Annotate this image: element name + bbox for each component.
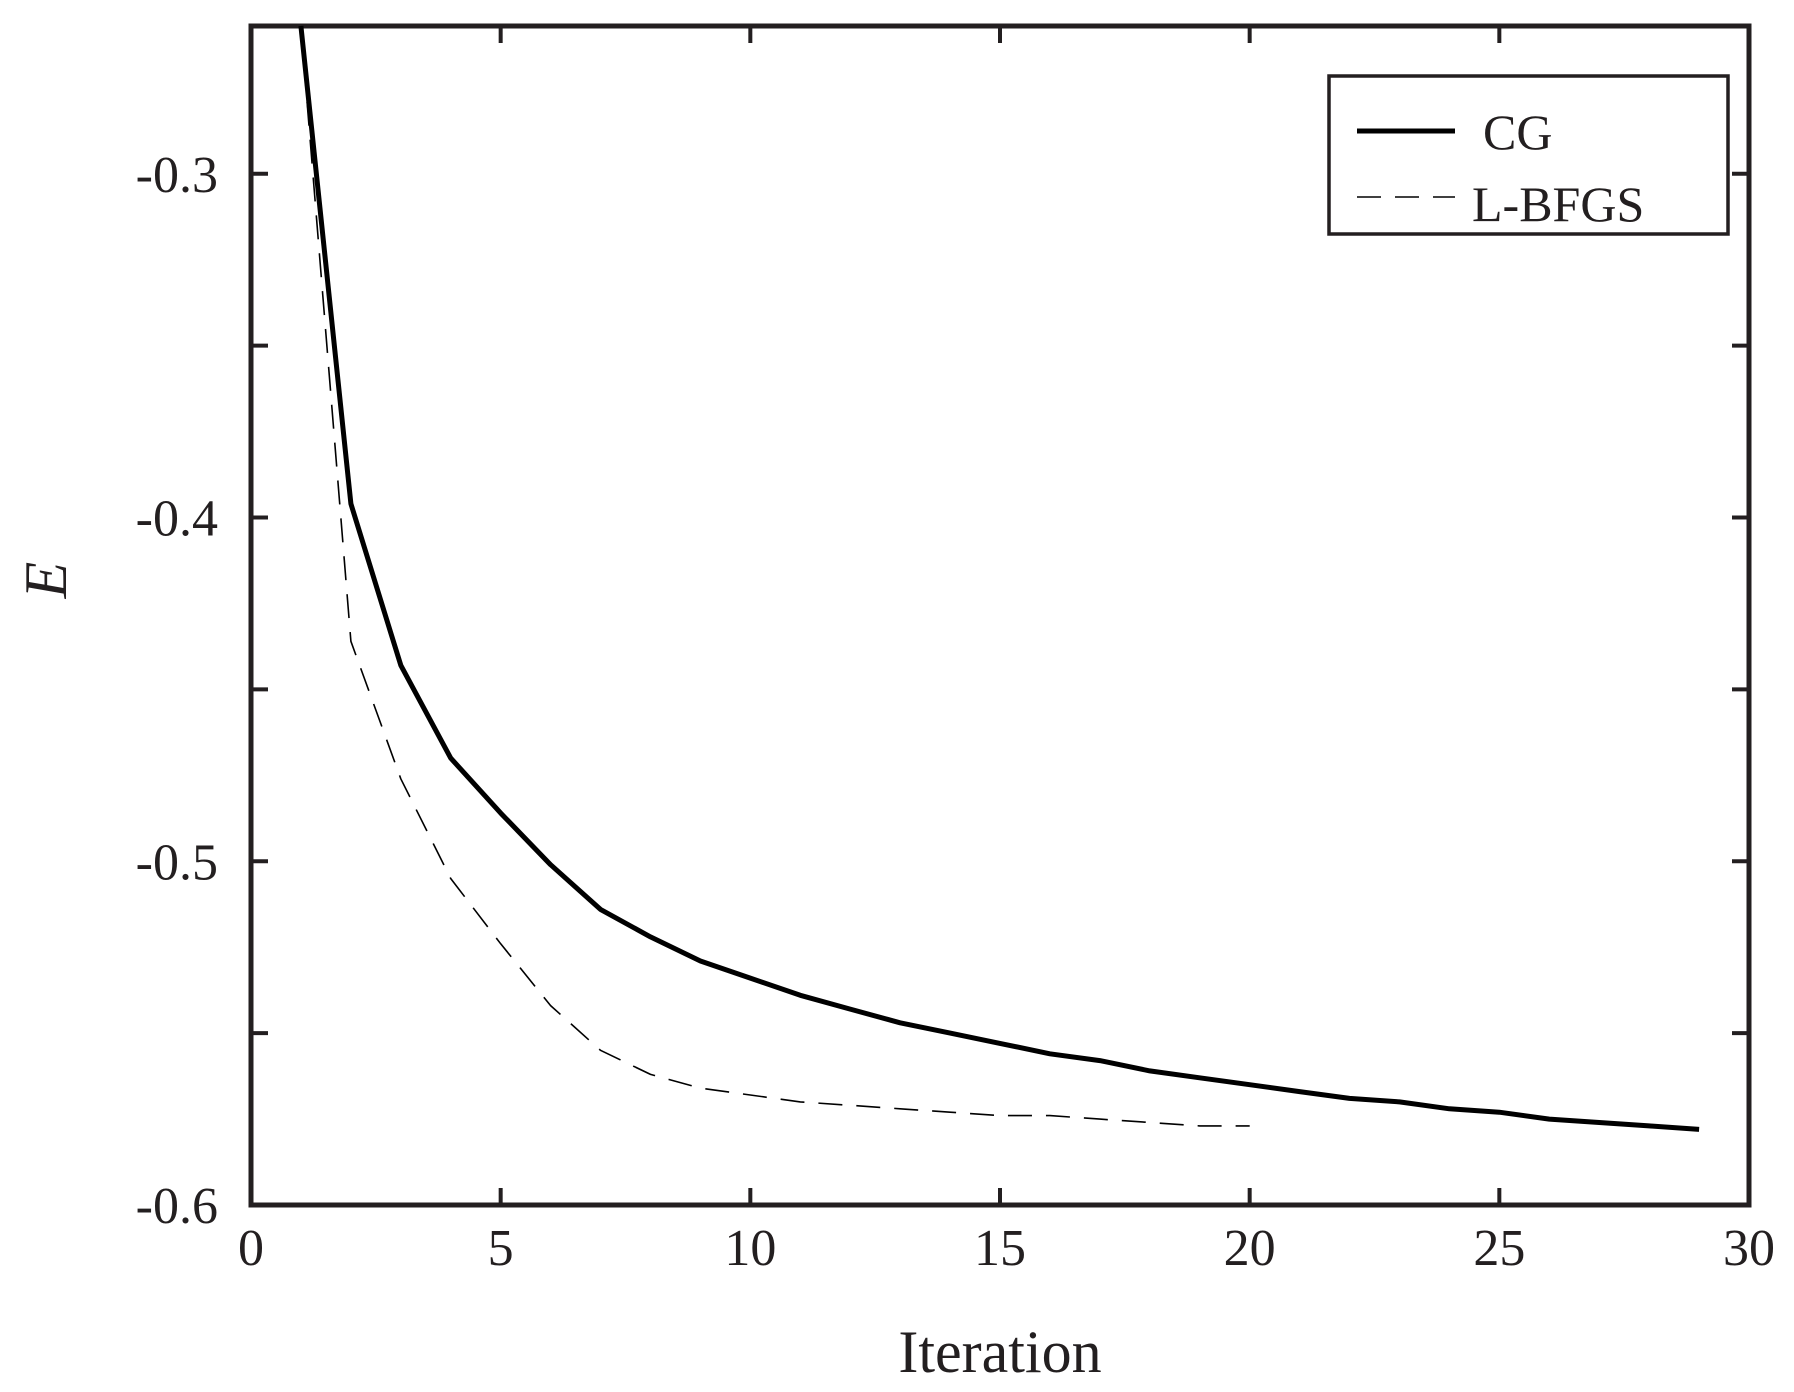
- axis-ticks: [249, 26, 1751, 1207]
- x-axis-label: Iteration: [898, 1319, 1101, 1385]
- y-tick-label: -0.6: [136, 1178, 218, 1235]
- series-line-l-bfgs: [300, 25, 1250, 1127]
- legend-label-cg: CG: [1483, 104, 1552, 160]
- x-tick-label: 15: [974, 1220, 1026, 1277]
- series-line-cg: [298, 25, 1700, 1132]
- x-tick-label: 10: [724, 1220, 776, 1277]
- x-tick-label: 5: [488, 1220, 514, 1277]
- y-tick-label: -0.5: [136, 834, 218, 891]
- legend-label-l-bfgs: L-BFGS: [1472, 176, 1644, 232]
- x-tick-label: 25: [1473, 1220, 1525, 1277]
- x-tick-label: 30: [1723, 1220, 1775, 1277]
- y-tick-label: -0.4: [136, 491, 218, 548]
- legend: CG L-BFGS: [1327, 74, 1730, 236]
- y-axis-label: E: [13, 562, 79, 600]
- y-tick-label: -0.3: [136, 147, 218, 204]
- x-tick-label: 20: [1224, 1220, 1276, 1277]
- x-tick-label: 0: [238, 1220, 264, 1277]
- legend-box: [1327, 74, 1730, 236]
- series-lines: [298, 25, 1700, 1132]
- tick-labels: 0 5 10 15 20 25 30 -0.6 -0.5 -0.4 -0.3: [136, 147, 1775, 1277]
